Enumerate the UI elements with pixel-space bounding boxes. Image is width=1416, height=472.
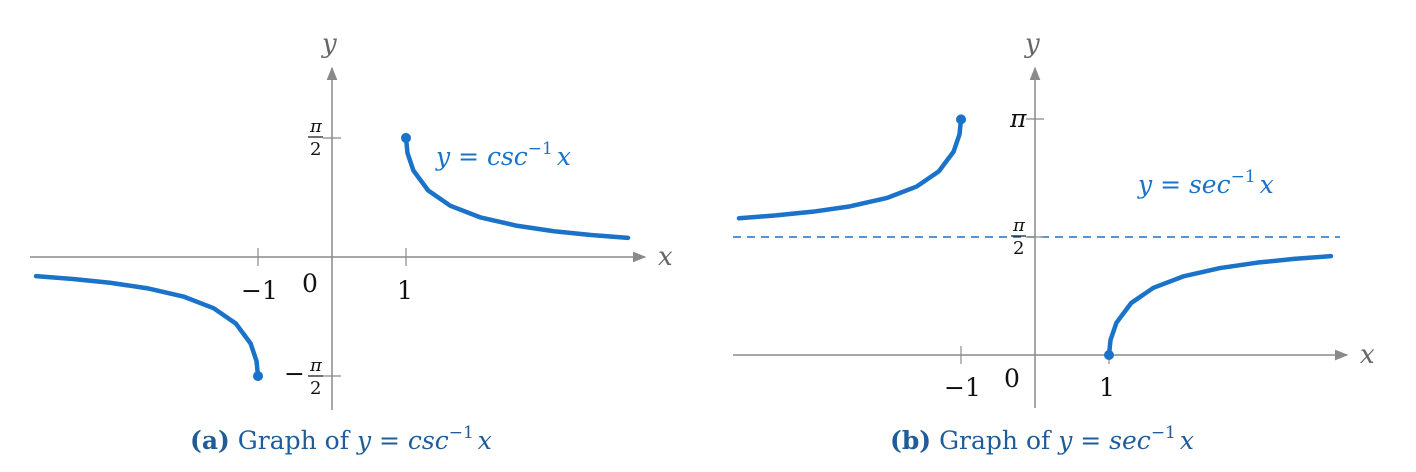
caption-a: (a) Graph of y = csc−1 x — [190, 423, 492, 455]
x-tick-label-1: 1 — [397, 276, 413, 305]
series-branch-1 — [736, 117, 964, 221]
caption-b-text: Graph of — [931, 426, 1058, 455]
curve-label-sup: −1 — [1231, 167, 1256, 187]
x-tick-label-0: 0 — [1004, 364, 1020, 393]
curve-label-arccsc: y = csc−1 x — [435, 139, 571, 171]
series-branch-1 — [33, 273, 261, 379]
y-tick-label-neg-pi-half-num: π — [309, 355, 323, 376]
endpoint-dot-1 — [956, 114, 966, 125]
caption-a-tag: (a) — [190, 426, 230, 455]
curves-arccsc — [33, 132, 631, 382]
curve-label-main: y = sec — [1137, 170, 1231, 199]
caption-b: (b) Graph of y = sec−1 x — [890, 423, 1194, 455]
series-branch-2 — [403, 135, 631, 241]
caption-b-main: y = sec — [1057, 426, 1151, 455]
caption-a-sup: −1 — [449, 423, 474, 443]
curve-label-arcsec: y = sec−1 x — [1137, 167, 1274, 199]
caption-b-tag: (b) — [890, 426, 931, 455]
series-branch-2 — [1106, 253, 1334, 358]
curve-label-var: x — [557, 142, 571, 171]
y-tick-label-pi-half: π 2 — [1011, 215, 1026, 259]
curve-label-var: x — [1260, 170, 1274, 199]
y-tick-label-pi-half-den: 2 — [1013, 238, 1024, 259]
y-tick-label-neg-pi-half-den: 2 — [310, 378, 321, 399]
x-axis-label: x — [658, 242, 673, 272]
y-tick-label-pi: π — [1009, 104, 1027, 133]
caption-a-text: Graph of — [230, 426, 357, 455]
y-tick-label-pi-half-den: 2 — [310, 139, 321, 160]
endpoint-dot-2 — [1104, 350, 1114, 360]
x-tick-label-neg1: −1 — [241, 276, 278, 305]
y-tick-label-neg-sign: − — [284, 359, 305, 388]
caption-b-var: x — [1180, 426, 1194, 455]
y-tick-label-pi-half-num: π — [309, 116, 323, 137]
x-tick-label-neg1: −1 — [944, 373, 981, 402]
x-tick-label-1: 1 — [1099, 373, 1115, 402]
caption-a-var: x — [478, 426, 492, 455]
endpoint-dot-1 — [253, 371, 263, 382]
y-tick-label-pi-half: π 2 — [308, 116, 323, 160]
x-axis-label: x — [1360, 340, 1375, 370]
panel-b-arcsec: y x −1 0 1 π π 2 y = sec−1 x (b) Graph of… — [733, 29, 1375, 455]
y-axis-label: y — [321, 29, 337, 59]
curve-label-main: y = csc — [435, 142, 528, 171]
endpoint-dot-2 — [401, 132, 411, 143]
curves-arcsec — [736, 114, 1334, 360]
curve-label-sup: −1 — [528, 139, 553, 159]
x-tick-label-0: 0 — [302, 269, 318, 298]
caption-b-sup: −1 — [1151, 423, 1176, 443]
y-axis-label: y — [1024, 29, 1040, 59]
caption-a-main: y = csc — [356, 426, 449, 455]
panel-a-arccsc: y x −1 0 1 π 2 − π 2 y = csc−1 x (a) Grap… — [30, 29, 673, 455]
y-tick-label-neg-pi-half: − π 2 — [284, 355, 323, 399]
y-tick-label-pi-half-num: π — [1012, 215, 1026, 236]
